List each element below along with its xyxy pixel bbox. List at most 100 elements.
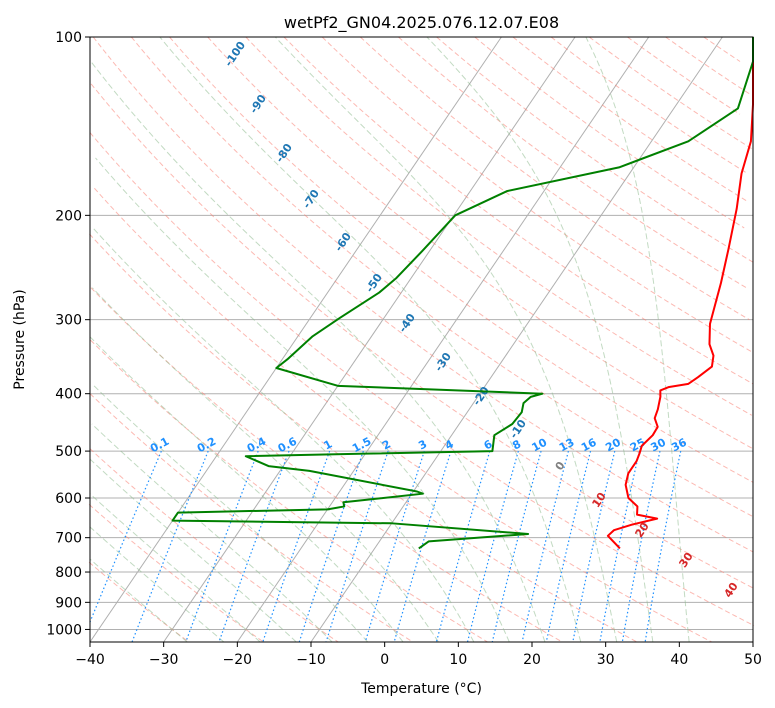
- mixing-ratio-label: 0.1: [148, 435, 171, 456]
- x-tick-label: −30: [149, 652, 179, 668]
- dry-adiabat-line: [321, 36, 753, 353]
- mixing-ratio-line: [599, 450, 641, 643]
- dry-adiabat-line: [90, 83, 753, 589]
- isotherm-label: -20: [470, 384, 492, 408]
- dry-adiabat-line: [207, 36, 753, 449]
- dry-adiabat-line: [169, 36, 754, 483]
- isotherm-line: [163, 36, 576, 643]
- dry-adiabat-line: [89, 233, 638, 643]
- dry-adiabat-line: [359, 36, 750, 321]
- dry-adiabat-line: [474, 36, 745, 229]
- mixing-ratio-line: [521, 450, 569, 643]
- mixing-ratio-label: 1: [322, 437, 335, 452]
- mixing-ratio-label: 20: [603, 436, 623, 455]
- mixing-ratio-label: 0.6: [276, 435, 300, 456]
- mixing-ratio-line: [545, 450, 592, 643]
- y-tick-label: 300: [55, 313, 82, 329]
- isotherm-line: [89, 36, 502, 643]
- dry-adiabat-line: [665, 36, 751, 95]
- isotherm-line: [310, 36, 723, 643]
- chart-title: wetPf2_GN04.2025.076.12.07.E08: [284, 13, 559, 33]
- y-tick-label: 900: [55, 595, 82, 611]
- y-tick-label: 500: [55, 444, 82, 460]
- y-tick-label: 600: [55, 491, 82, 507]
- moist-adiabat-line: [89, 458, 297, 643]
- mixing-ratio-line: [262, 450, 331, 643]
- moist-adiabat-line: [274, 36, 618, 643]
- mixing-ratio-label: 1.5: [350, 435, 373, 456]
- x-tick-label: 0: [380, 652, 389, 668]
- y-tick-label: 800: [55, 565, 82, 581]
- mixing-ratio-line: [572, 450, 616, 643]
- mixing-ratio-line: [218, 450, 290, 643]
- isotherm-line: [236, 36, 650, 643]
- x-tick-label: 10: [449, 652, 467, 668]
- dry-adiabat-line: [283, 36, 754, 385]
- dry-adiabat-line: [588, 36, 754, 151]
- y-tick-label: 400: [55, 387, 82, 403]
- dry-adiabat-line: [89, 393, 414, 643]
- dry-adiabat-line: [89, 448, 339, 643]
- mixing-ratio-line: [131, 450, 209, 643]
- x-tick-label: 30: [597, 652, 615, 668]
- dewpoint-profile-line: [171, 37, 754, 550]
- mixing-ratio-label: 25: [628, 436, 648, 455]
- isotherm-label: -10: [507, 417, 529, 441]
- x-tick-label: 20: [523, 652, 541, 668]
- mixing-ratio-label: 13: [557, 436, 577, 455]
- x-axis-label: Temperature (°C): [360, 681, 482, 697]
- isotherm-label: -70: [300, 187, 322, 211]
- y-axis-label: Pressure (hPa): [12, 289, 28, 389]
- moist-adiabat-line: [426, 36, 654, 643]
- dry-adiabat-line: [550, 36, 748, 174]
- isotherm-label: -30: [432, 350, 454, 374]
- moist-adiabat-line: [159, 36, 582, 643]
- dry-adiabat-line: [703, 36, 741, 62]
- mixing-ratio-label: 30: [648, 436, 668, 455]
- moist-adiabat-line: [89, 493, 261, 643]
- mixing-ratio-label: 0.4: [245, 435, 269, 456]
- dry-adiabat-line: [88, 503, 264, 643]
- mixing-ratio-line: [325, 450, 389, 643]
- x-tick-label: −20: [223, 652, 253, 668]
- mixing-ratio-line: [185, 450, 259, 643]
- moist-adiabat-line: [89, 558, 188, 643]
- dry-adiabat-line: [130, 36, 754, 518]
- x-tick-label: −40: [75, 652, 105, 668]
- mixing-ratio-line: [621, 450, 661, 643]
- mixing-ratio-label: 3: [416, 437, 429, 452]
- mixing-ratio-line: [491, 450, 542, 643]
- background-lines: [88, 36, 755, 643]
- dry-adiabat-line: [245, 36, 753, 416]
- moist-adiabat-line: [91, 287, 439, 643]
- dry-adiabat-line: [398, 36, 747, 289]
- series-group: [171, 37, 754, 550]
- dry-adiabat-line: [89, 132, 755, 627]
- moist-adiabat-line: [95, 157, 510, 643]
- mixing-ratio-label: 10: [530, 436, 550, 455]
- y-tick-label: 200: [55, 208, 82, 224]
- mixing-ratio-line: [88, 450, 162, 625]
- x-tick-label: −10: [296, 652, 326, 668]
- mixing-ratio-label: 16: [579, 436, 599, 455]
- mixing-ratio-line: [298, 450, 364, 643]
- mixing-ratio-line: [393, 450, 452, 643]
- moist-adiabat-line: [585, 36, 690, 643]
- x-tick-label: 50: [744, 652, 762, 668]
- y-tick-label: 1000: [46, 622, 82, 638]
- isotherm-label: 30: [676, 550, 696, 570]
- moist-adiabat-line: [90, 61, 546, 643]
- isotherm-label: -90: [247, 92, 269, 116]
- isotherm-label: 0: [553, 459, 568, 473]
- dry-adiabat-line: [627, 36, 741, 115]
- y-tick-label: 700: [55, 531, 82, 547]
- isotherm-label: 10: [589, 490, 609, 510]
- y-tick-label: 100: [55, 30, 82, 46]
- mixing-ratio-line: [644, 450, 682, 643]
- mixing-ratio-label: 36: [669, 436, 689, 455]
- plot-frame: [89, 36, 754, 643]
- mixing-ratio-label: 2: [380, 437, 393, 452]
- mixing-ratio-line: [435, 450, 491, 643]
- dry-adiabat-line: [94, 187, 712, 643]
- isotherm-label: -100: [222, 39, 248, 69]
